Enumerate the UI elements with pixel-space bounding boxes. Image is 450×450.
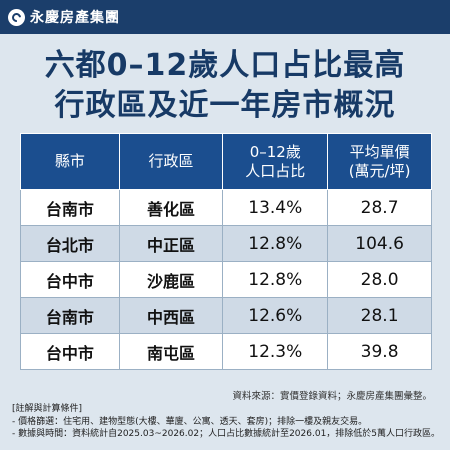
table-row: 台南市 中西區 12.6% 28.1	[20, 297, 432, 334]
header-district: 行政區	[118, 133, 224, 190]
cell-share: 13.4%	[222, 189, 329, 226]
cell-price: 39.8	[327, 333, 432, 370]
cell-share: 12.6%	[222, 297, 329, 334]
cell-city: 台中市	[20, 261, 120, 298]
page-title-line1: 六都0–12歲人口占比最高	[44, 48, 406, 83]
header-price: 平均單價 (萬元/坪)	[327, 133, 432, 190]
header-pop-share: 0–12歲 人口占比	[222, 133, 329, 190]
cell-district: 中西區	[118, 297, 224, 334]
notes-line-data-period: - 數據與時間：資料統計自2025.03~2026.02；人口占比數據統計至20…	[12, 429, 441, 439]
cell-district: 沙鹿區	[118, 261, 224, 298]
header-pop-share-line2: 人口占比	[245, 161, 306, 180]
cell-share: 12.3%	[222, 333, 329, 370]
table-header-row: 縣市 行政區 0–12歲 人口占比 平均單價 (萬元/坪)	[20, 133, 432, 190]
page-title-line2: 行政區及近一年房市概況	[54, 88, 396, 123]
cell-district: 中正區	[118, 225, 224, 262]
header-city: 縣市	[20, 133, 120, 190]
cell-share: 12.8%	[222, 225, 329, 262]
cell-price: 28.7	[327, 189, 432, 226]
brand-name: 永慶房產集團	[30, 10, 120, 26]
header-price-line1: 平均單價	[349, 142, 410, 161]
cell-district: 善化區	[118, 189, 224, 226]
cell-price: 28.0	[327, 261, 432, 298]
cell-city: 台南市	[20, 189, 120, 226]
notes-heading: [註解與計算條件]	[12, 404, 83, 414]
table-row: 台南市 善化區 13.4% 28.7	[20, 189, 432, 226]
table-row: 台中市 沙鹿區 12.8% 28.0	[20, 261, 432, 298]
yungching-logo-icon	[8, 8, 25, 26]
cell-price: 28.1	[327, 297, 432, 334]
district-table: 縣市 行政區 0–12歲 人口占比 平均單價 (萬元/坪) 台南市 善化區 13…	[20, 133, 432, 370]
table-row: 台中市 南屯區 12.3% 39.8	[20, 333, 432, 370]
notes-line-price-filter: - 價格篩選：住宅用、建物型態(大樓、華廈、公寓、透天、套房)；排除一樓及親友交…	[12, 416, 368, 427]
data-source: 資料來源：實價登錄資料；永慶房產集團彙整。	[232, 391, 432, 402]
cell-city: 台南市	[20, 297, 120, 334]
footnotes: [註解與計算條件] - 價格篩選：住宅用、建物型態(大樓、華廈、公寓、透天、套房…	[12, 403, 442, 441]
brand-header: 永慶房產集團	[0, 0, 450, 34]
cell-price: 104.6	[327, 225, 432, 262]
cell-city: 台中市	[20, 333, 120, 370]
cell-city: 台北市	[20, 225, 120, 262]
header-price-line2: (萬元/坪)	[348, 161, 411, 180]
cell-share: 12.8%	[222, 261, 329, 298]
table-row: 台北市 中正區 12.8% 104.6	[20, 225, 432, 262]
cell-district: 南屯區	[118, 333, 224, 370]
header-pop-share-line1: 0–12歲	[249, 142, 301, 161]
